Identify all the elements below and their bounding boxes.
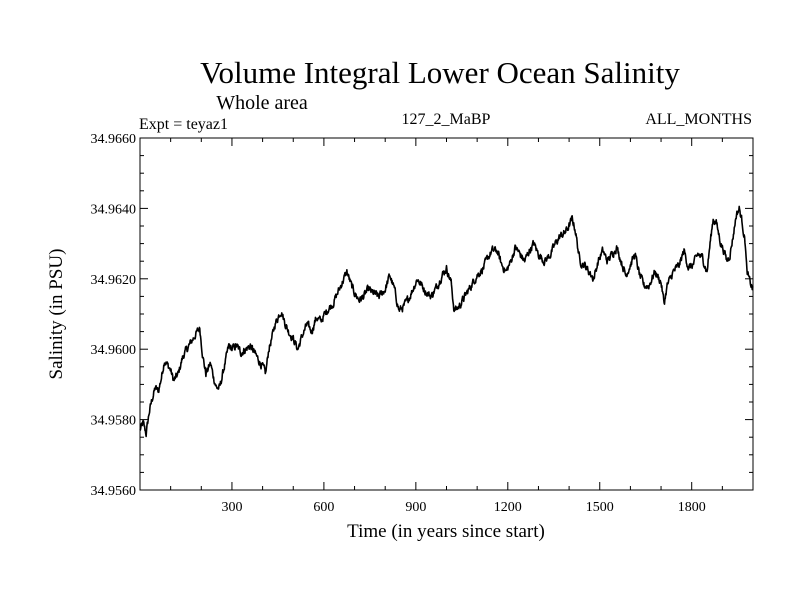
center-label: 127_2_MaBP: [402, 111, 491, 128]
x-tick-label: 600: [313, 500, 334, 515]
y-tick-label: 34.9640: [91, 202, 137, 217]
right-label: ALL_MONTHS: [645, 111, 752, 128]
y-tick-label: 34.9600: [91, 343, 137, 358]
experiment-label: Expt = teyaz1: [139, 116, 228, 133]
plot-frame: [139, 137, 754, 491]
x-axis-tick-labels: 300 600 900 1200 1500 1800: [221, 500, 705, 515]
y-tick-label: 34.9660: [91, 132, 137, 147]
x-axis-label: Time (in years since start): [347, 521, 545, 542]
chart-title: Volume Integral Lower Ocean Salinity: [200, 55, 680, 90]
y-axis-ticks: [140, 155, 753, 473]
y-tick-label: 34.9560: [91, 484, 137, 499]
y-tick-label: 34.9620: [91, 273, 137, 288]
x-axis-ticks: [170, 138, 723, 490]
x-tick-label: 900: [405, 500, 426, 515]
x-tick-label: 1200: [494, 500, 522, 515]
x-tick-label: 1500: [586, 500, 614, 515]
chart-subtitle: Whole area: [216, 92, 308, 114]
y-axis-tick-labels: 34.9560 34.9580 34.9600 34.9620 34.9640 34.96…: [91, 132, 137, 499]
y-tick-label: 34.9580: [91, 414, 137, 429]
x-tick-label: 1800: [678, 500, 706, 515]
y-axis-label: Salinity (in PSU): [46, 249, 67, 380]
salinity-series-line: [139, 205, 754, 438]
x-tick-label: 300: [221, 500, 242, 515]
